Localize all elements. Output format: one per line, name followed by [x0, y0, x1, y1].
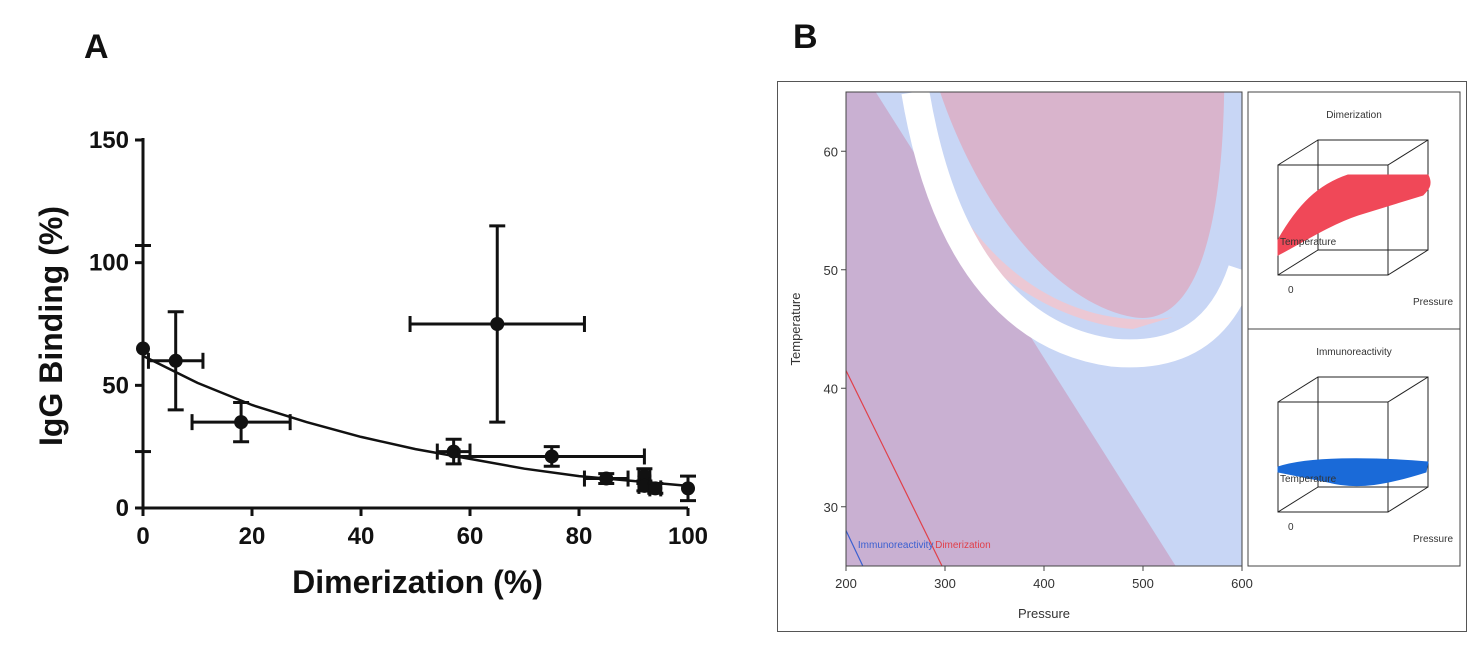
contour-label-immunoreactivity: Immunoreactivity: [858, 540, 934, 551]
surface-axis-label: Pressure: [1413, 534, 1453, 545]
y-tick-label: 30: [824, 500, 838, 515]
dimerization-region: [940, 92, 1225, 318]
surface-panel-border: [1247, 328, 1461, 567]
y-tick-label: 60: [824, 144, 838, 159]
x-tick-label: 500: [1132, 576, 1154, 591]
data-marker: [490, 317, 505, 331]
data-marker: [599, 471, 614, 486]
data-point: [457, 445, 646, 468]
surface-axis-label: Temperature: [1280, 237, 1337, 248]
data-point: [408, 224, 586, 424]
surface-axis-label: Pressure: [1413, 297, 1453, 308]
surface-axis-label: Temperature: [1280, 474, 1337, 485]
x-tick-label: 200: [835, 576, 857, 591]
x-tick-label: 60: [457, 523, 484, 550]
y-tick-label: 0: [116, 495, 129, 522]
data-marker: [648, 481, 663, 496]
data-marker: [446, 444, 461, 459]
data-marker: [681, 481, 695, 496]
data-point: [680, 474, 696, 503]
y-tick-label: 50: [102, 372, 129, 399]
data-point: [582, 470, 630, 487]
x-tick-label: 400: [1033, 576, 1055, 591]
overlap-region: [846, 92, 1176, 566]
x-tick-label: 40: [348, 523, 375, 550]
y-axis-label: IgG Binding (%): [33, 206, 69, 446]
surface-axis-label: 0: [1288, 285, 1294, 296]
x-tick-label: 0: [136, 523, 149, 550]
surface-axis-label: 0: [1288, 522, 1294, 533]
panel-a-labels: 0 20 40 60 80 100 0 50 100 150 Dimerization (%) IgG…: [33, 127, 708, 600]
surface-cube: [1277, 376, 1429, 513]
x-tick-label: 600: [1231, 576, 1253, 591]
data-point: [435, 437, 472, 466]
x-axis-label: Dimerization (%): [292, 564, 543, 600]
panel-a-chart: 0 20 40 60 80 100 0 50 100 150 Dimerization (%) IgG…: [33, 127, 708, 600]
surface-title: Dimerization: [1326, 110, 1382, 121]
data-marker: [168, 353, 183, 368]
surface-mesh: [1277, 174, 1431, 256]
surface-title: Immunoreactivity: [1316, 347, 1392, 358]
panel-a-letter: A: [84, 28, 109, 66]
white-band: [901, 92, 1242, 368]
x-tick-label: 100: [668, 523, 708, 550]
surface-panel: Dimerization Temperature 0 Pressure: [1247, 91, 1461, 330]
data-point: [146, 310, 205, 412]
x-tick-label: 300: [934, 576, 956, 591]
y-tick-label: 50: [824, 263, 838, 278]
data-points: [135, 224, 696, 503]
surface-mesh: [1277, 458, 1429, 487]
data-marker: [234, 415, 249, 430]
dimerization-contour-line: [846, 370, 943, 566]
x-tick-label: 80: [566, 523, 593, 550]
immunoreactivity-contour-line: [846, 530, 864, 566]
y-tick-label: 100: [89, 250, 129, 277]
x-axis-label: Pressure: [1018, 606, 1070, 621]
x-tick-label: 20: [239, 523, 266, 550]
data-point: [190, 401, 292, 444]
y-tick-label: 40: [824, 381, 838, 396]
data-marker: [136, 341, 150, 356]
y-axis-label: Temperature: [788, 293, 803, 366]
y-tick-label: 150: [89, 127, 129, 154]
panel-b-frame: Immunoreactivity Dimerization 200 300 400 500…: [777, 81, 1467, 632]
surface-panel: Immunoreactivity Temperature 0 Pressure: [1247, 328, 1461, 567]
data-marker: [544, 449, 559, 464]
contour-plot: Immunoreactivity Dimerization: [846, 92, 1242, 566]
data-point: [647, 480, 664, 497]
panel-b-letter: B: [793, 18, 818, 56]
data-point: [135, 243, 151, 454]
contour-label-dimerization: Dimerization: [935, 540, 991, 551]
